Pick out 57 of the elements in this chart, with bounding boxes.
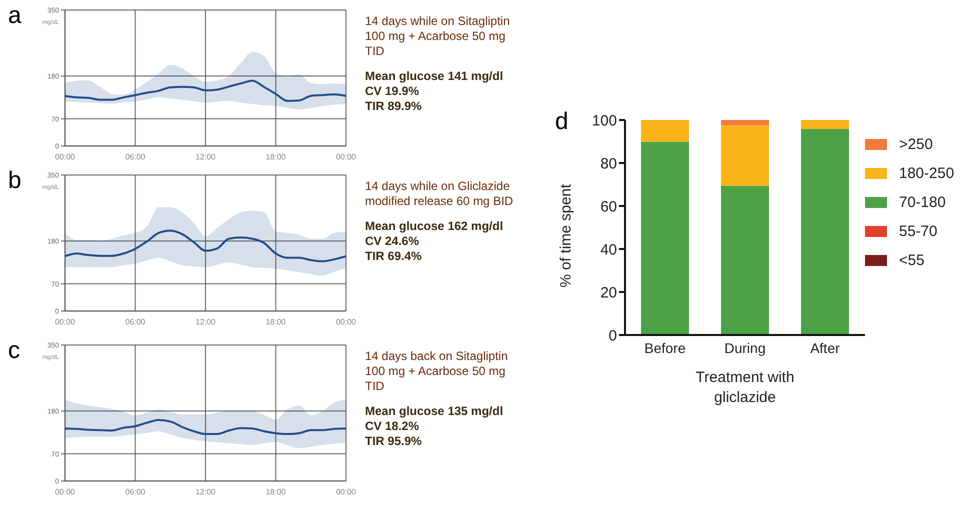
chart-title: d: [555, 108, 568, 136]
x-axis-title: Treatment with gliclazide: [694, 368, 796, 408]
chart-title: c: [8, 337, 20, 365]
line-series: [65, 418, 346, 435]
y-tick-label: 80: [600, 155, 617, 172]
chart-title: a: [8, 2, 22, 30]
legend-label: 180-250: [899, 165, 954, 182]
text: CV 19.9%: [365, 84, 420, 99]
y-tick-label: 0: [608, 327, 617, 344]
text: CV 24.6%: [365, 234, 420, 249]
y-axis-title: % of time spent: [557, 183, 574, 288]
y-tick-label: 20: [600, 284, 617, 302]
chart-title: b: [8, 167, 22, 195]
x-tick-label: During: [724, 340, 766, 356]
line-series: [65, 80, 346, 102]
text: TIR 95.9%: [365, 434, 423, 449]
x-tick-label: 00:00: [54, 152, 76, 162]
x-tick-label: 00:00: [54, 488, 76, 497]
bar: [641, 142, 689, 335]
text: 14 days while on Sitagliptin 100 mg + Acarbose 50 mg TID: [365, 14, 511, 59]
x-tick-label: 18:00: [266, 152, 286, 162]
x-tick-label: 00:00: [54, 318, 76, 327]
bar: [721, 120, 769, 126]
text: TIR 69.4%: [365, 249, 423, 264]
x-tick-label: 00:00: [336, 318, 357, 327]
x-tick-label: 18:00: [266, 318, 286, 327]
y-tick-label: 60: [600, 198, 617, 216]
x-tick-label: 00:00: [336, 152, 357, 162]
legend-label: 55-70: [899, 223, 938, 240]
x-tick-label: 00:00: [336, 488, 357, 497]
bar: [721, 125, 769, 186]
x-tick-label: 06:00: [125, 152, 146, 162]
text: Mean glucose 162 mg/dl: [365, 219, 504, 234]
bar: [721, 186, 769, 335]
legend-label: 70-180: [899, 194, 946, 211]
x-tick-label: 12:00: [195, 488, 216, 497]
legend-label: <55: [899, 252, 924, 269]
y-tick-label: 100: [592, 112, 617, 130]
line-series: [65, 230, 346, 262]
bar: [801, 120, 849, 129]
x-tick-label: 18:00: [266, 488, 286, 497]
x-tick-label: 06:00: [125, 488, 146, 497]
y-tick-label: 40: [600, 241, 617, 258]
legend-label: >250: [899, 136, 933, 153]
bar: [801, 128, 849, 335]
x-tick-label: Before: [644, 340, 686, 356]
x-tick-label: 12:00: [195, 318, 216, 327]
text: CV 18.2%: [365, 419, 420, 434]
text: 14 days back on Sitagliptin 100 mg + Acarbose 50 mg TID: [365, 349, 509, 394]
text: TIR 89.9%: [365, 99, 423, 114]
text: Mean glucose 141 mg/dl: [365, 69, 504, 84]
text: 14 days while on Gliclazide modified release 60 mg BID: [365, 179, 514, 209]
text: Mean glucose 135 mg/dl: [365, 404, 504, 419]
bar: [641, 120, 689, 142]
x-tick-label: 12:00: [195, 152, 216, 162]
x-tick-label: After: [810, 340, 840, 356]
x-tick-label: 06:00: [125, 318, 146, 327]
